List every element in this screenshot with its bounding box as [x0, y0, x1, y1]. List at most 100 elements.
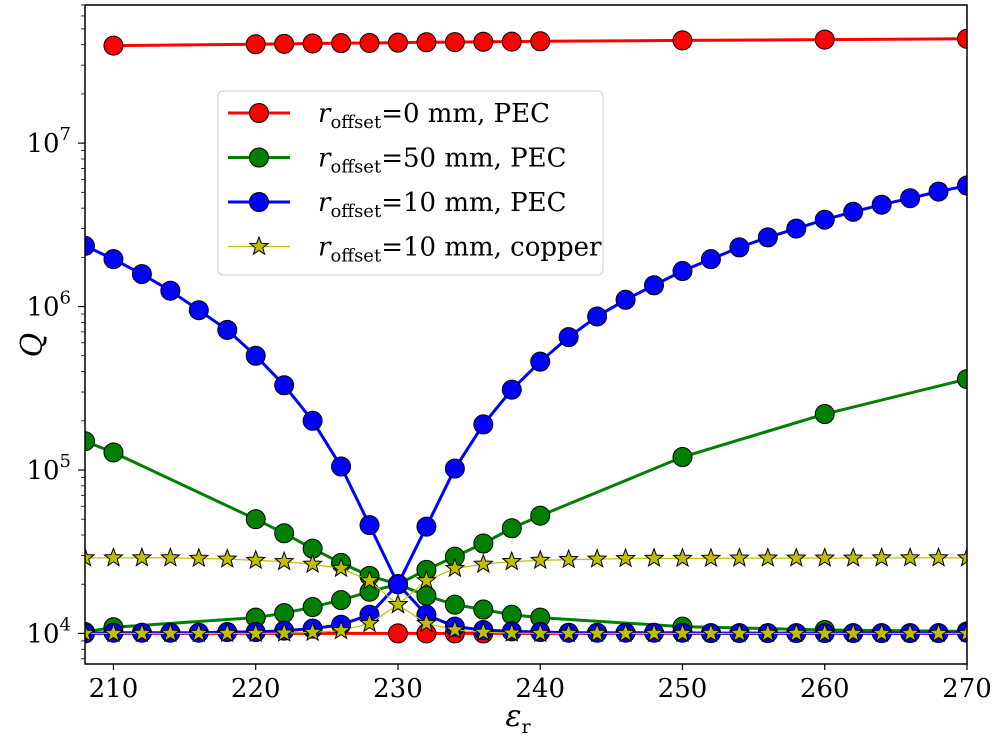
series-3-point: [871, 546, 893, 567]
series-0-point: [473, 31, 494, 52]
series-3-point: [245, 622, 267, 643]
series-3-point: [586, 622, 608, 643]
series-0-point: [387, 32, 408, 53]
series-3-point: [159, 546, 181, 567]
series-3-point: [416, 569, 437, 590]
series-1-point: [302, 597, 323, 618]
y-tick-label: 107: [26, 124, 71, 159]
y-tick-label: 106: [26, 288, 71, 323]
series-3-point: [103, 546, 124, 567]
x-axis-label: εr: [505, 699, 531, 738]
legend-label: roffset=10 mm, PEC: [318, 188, 567, 222]
series-1-line-0: [85, 439, 967, 633]
legend-marker: [249, 103, 269, 123]
series-0-point: [530, 31, 551, 52]
series-3-point: [85, 546, 96, 567]
series-0-point: [387, 623, 408, 644]
series-layer: [85, 28, 967, 644]
series-0-point: [501, 31, 522, 52]
series-2-point: [473, 414, 494, 435]
series-3-point: [899, 546, 921, 567]
series-3-point: [359, 569, 380, 590]
series-0-point: [416, 32, 437, 53]
series-2-point: [85, 235, 95, 256]
series-3-point: [472, 553, 494, 574]
series-3-point: [302, 621, 324, 642]
series-2-point: [444, 458, 465, 479]
x-tick-label: 250: [658, 674, 708, 704]
series-2-point: [729, 237, 750, 258]
series-3-point: [302, 553, 324, 574]
series-3-point: [785, 622, 807, 643]
series-0-point: [331, 33, 352, 54]
series-3-point: [131, 622, 153, 643]
series-0-point: [672, 30, 693, 51]
series-3-point: [444, 557, 466, 578]
series-3-point: [131, 546, 153, 567]
series-1-point: [473, 533, 494, 554]
series-1: [85, 369, 967, 643]
series-1-point: [814, 404, 835, 425]
series-2-point: [814, 209, 835, 230]
series-3-point: [871, 622, 893, 643]
series-2-point: [644, 275, 665, 296]
series-3-point: [103, 622, 124, 643]
x-tick-label: 260: [800, 674, 850, 704]
series-0-point: [814, 29, 835, 50]
series-2-point: [245, 345, 266, 366]
series-3-point: [814, 547, 836, 567]
series-2-point: [217, 319, 238, 340]
series-3-point: [615, 547, 636, 568]
series-1-point: [957, 369, 967, 390]
series-1-point: [416, 585, 437, 606]
series-1-point: [245, 509, 266, 530]
legend-label: roffset=50 mm, PEC: [318, 144, 567, 178]
series-1-point: [103, 442, 124, 463]
x-tick-label: 240: [515, 674, 565, 704]
legend-marker: [249, 192, 269, 212]
series-2-point: [928, 181, 949, 202]
x-tick-label: 220: [231, 674, 281, 704]
series-3-point: [188, 622, 210, 643]
series-3-point: [757, 547, 779, 567]
series-2-point: [587, 306, 608, 327]
series-3-point: [672, 547, 693, 568]
series-3-point: [216, 548, 238, 568]
series-3-point: [558, 548, 580, 569]
series-3-line-0: [85, 557, 967, 606]
series-2-point: [530, 351, 551, 372]
series-3-point: [416, 612, 437, 633]
series-2-point: [871, 194, 892, 215]
series-3-point: [700, 547, 722, 568]
series-0-point: [245, 34, 266, 55]
series-2-point: [558, 327, 579, 348]
series-3-point: [159, 622, 181, 643]
series-2-point: [615, 289, 636, 310]
series-3-point: [842, 622, 864, 643]
series-2-point: [131, 264, 152, 285]
series-0-point: [957, 28, 967, 49]
series-1-point: [672, 447, 693, 468]
series-1-point: [331, 590, 352, 611]
series-3-point: [785, 547, 807, 567]
legend-box: [217, 90, 604, 276]
series-2-point: [843, 201, 864, 222]
series-3-point: [586, 548, 608, 568]
series-2-point: [331, 456, 352, 477]
series-2-point: [103, 249, 124, 270]
series-3-point: [472, 621, 494, 642]
series-3-point: [728, 622, 750, 643]
x-tick-label: 270: [942, 674, 992, 704]
series-3-point: [387, 593, 409, 614]
series-3-point: [216, 622, 238, 643]
series-2-point: [387, 574, 408, 595]
series-3-point: [330, 557, 352, 578]
series-3-point: [501, 550, 523, 571]
legend-marker: [249, 147, 269, 168]
legend-item-1: roffset=50 mm, PEC: [228, 144, 567, 178]
series-2-point: [786, 218, 807, 239]
series-3-point: [672, 622, 693, 643]
legend-entries: roffset=0 mm, PEC roffset=50 mm, PEC roffs…: [228, 99, 602, 267]
series-3-point: [273, 550, 295, 571]
